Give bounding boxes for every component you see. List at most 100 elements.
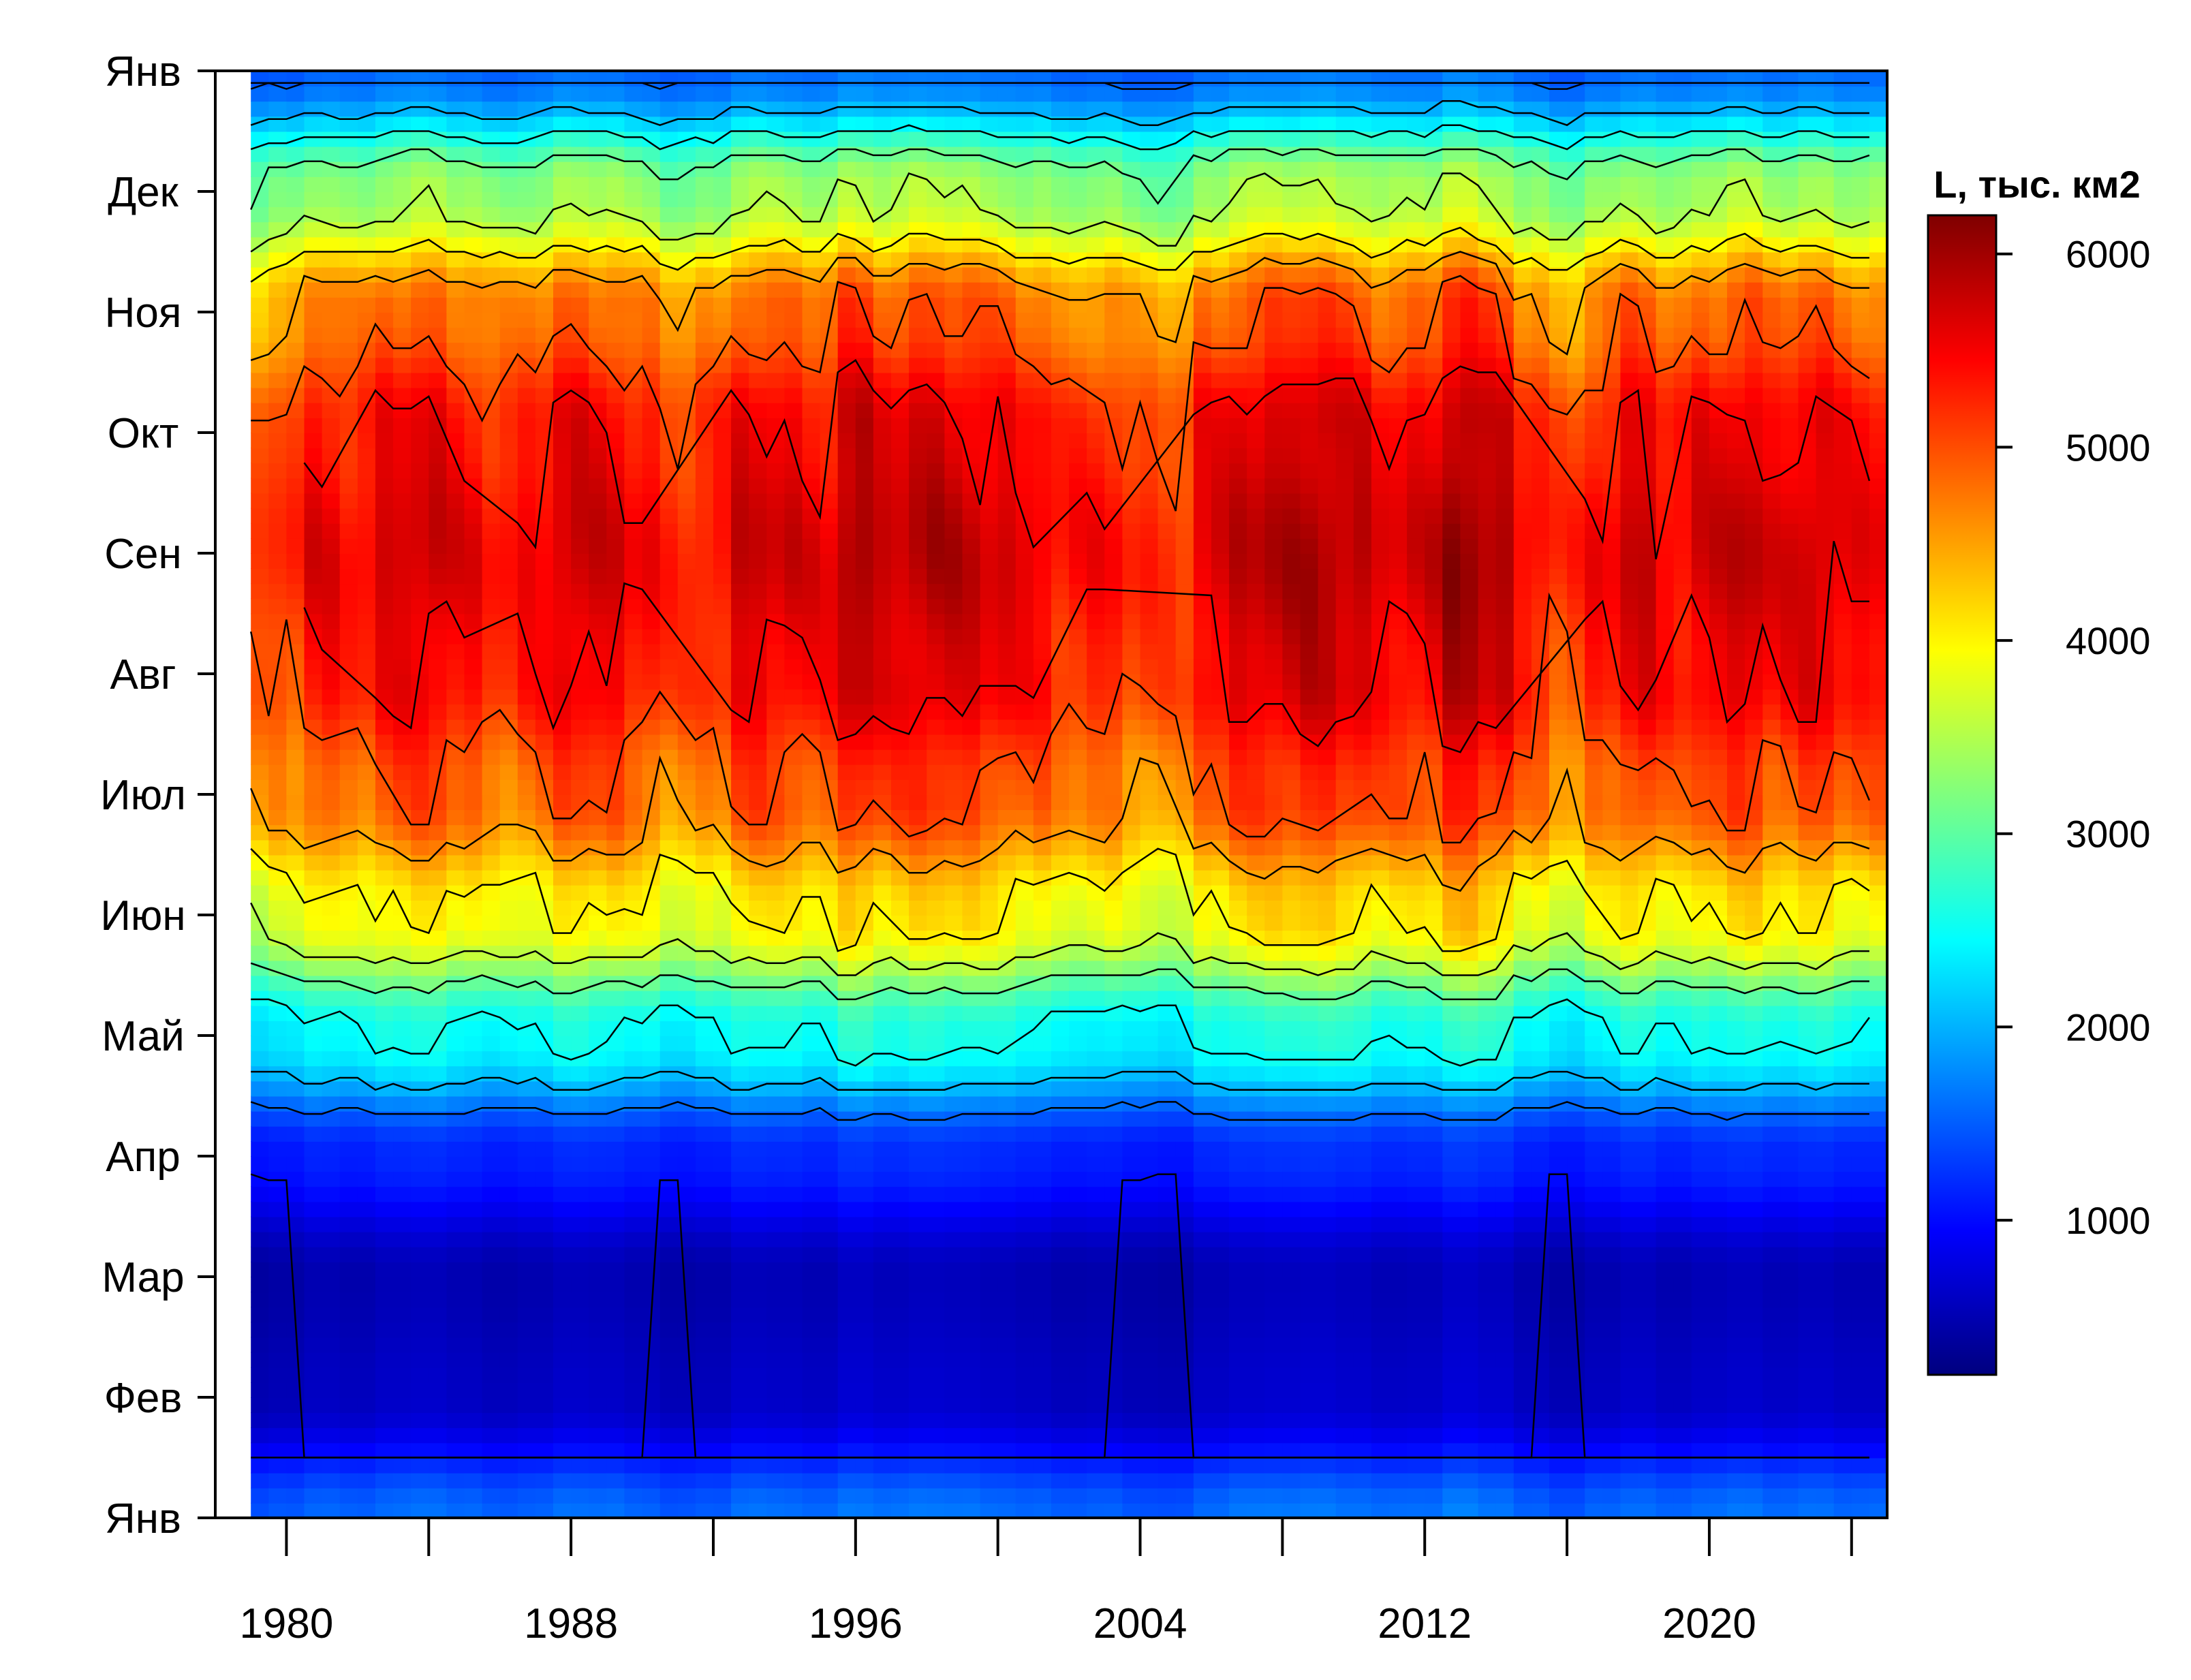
heatmap-cell [713, 674, 732, 690]
heatmap-cell [642, 1442, 661, 1459]
heatmap-cell [322, 1156, 341, 1172]
heatmap-cell [589, 448, 608, 464]
heatmap-cell [375, 101, 394, 117]
heatmap-cell [304, 809, 323, 826]
heatmap-cell [517, 523, 536, 539]
heatmap-cell [980, 1125, 999, 1142]
heatmap-cell [713, 312, 732, 328]
heatmap-cell [499, 236, 518, 253]
heatmap-cell [837, 809, 856, 826]
heatmap-cell [962, 930, 981, 946]
heatmap-cell [624, 86, 643, 102]
heatmap-cell [766, 327, 786, 343]
heatmap-cell [837, 1065, 856, 1082]
heatmap-cell [980, 553, 999, 570]
heatmap-cell [980, 960, 999, 976]
heatmap-cell [642, 266, 661, 283]
heatmap-cell [482, 1246, 501, 1262]
heatmap-cell [446, 146, 465, 162]
heatmap-cell [855, 1020, 874, 1036]
heatmap-cell [1104, 402, 1123, 418]
heatmap-cell [553, 1140, 572, 1157]
heatmap-cell [482, 1292, 501, 1308]
heatmap-cell [464, 523, 483, 539]
heatmap-cell [304, 1382, 323, 1398]
heatmap-cell [944, 704, 963, 720]
heatmap-cell [517, 628, 536, 644]
heatmap-cell [499, 1020, 518, 1036]
heatmap-cell [695, 794, 714, 811]
heatmap-cell [997, 719, 1016, 735]
heatmap-cell [909, 1307, 928, 1323]
heatmap-cell [749, 236, 768, 253]
heatmap-cell [535, 448, 554, 464]
heatmap-cell [837, 538, 856, 554]
heatmap-cell [837, 1502, 856, 1519]
heatmap-cell [1051, 779, 1070, 795]
heatmap-cell [820, 658, 839, 674]
heatmap-cell [268, 161, 288, 177]
heatmap-cell [357, 191, 376, 208]
heatmap-cell [677, 1051, 696, 1067]
heatmap-cell [1140, 387, 1159, 403]
heatmap-cell [1122, 86, 1141, 102]
heatmap-cell [731, 71, 750, 87]
heatmap-cell [927, 975, 946, 991]
heatmap-cell [499, 704, 518, 720]
heatmap-cell [802, 899, 821, 916]
heatmap-cell [251, 1427, 270, 1444]
heatmap-cell [1122, 794, 1141, 811]
heatmap-cell [944, 824, 963, 841]
heatmap-cell [1015, 613, 1034, 629]
heatmap-cell [1140, 493, 1159, 509]
heatmap-cell [855, 1277, 874, 1293]
heatmap-cell [482, 266, 501, 283]
heatmap-cell [517, 1005, 536, 1021]
heatmap-cell [1033, 990, 1052, 1006]
heatmap-cell [927, 433, 946, 449]
heatmap-cell [375, 1307, 394, 1323]
heatmap-cell [962, 674, 981, 690]
heatmap-cell [553, 1307, 572, 1323]
heatmap-cell [464, 448, 483, 464]
heatmap-cell [393, 1171, 412, 1187]
heatmap-cell [997, 628, 1016, 644]
heatmap-cell [517, 372, 536, 388]
heatmap-cell [339, 1171, 358, 1187]
heatmap-cell [589, 1216, 608, 1232]
heatmap-cell [944, 1171, 963, 1187]
heatmap-cell [642, 312, 661, 328]
heatmap-cell [535, 523, 554, 539]
heatmap-cell [820, 402, 839, 418]
heatmap-cell [891, 1352, 910, 1368]
heatmap-cell [304, 1352, 323, 1368]
heatmap-cell [517, 764, 536, 780]
heatmap-cell [695, 1337, 714, 1353]
heatmap-cell [1104, 266, 1123, 283]
heatmap-cell [927, 1382, 946, 1398]
heatmap-cell [909, 899, 928, 916]
heatmap-cell [962, 1201, 981, 1217]
heatmap-cell [589, 101, 608, 117]
heatmap-cell [482, 176, 501, 192]
heatmap-cell [624, 116, 643, 132]
heatmap-cell [1157, 1412, 1177, 1429]
heatmap-cell [731, 433, 750, 449]
heatmap-cell [731, 960, 750, 976]
heatmap-cell [339, 1005, 358, 1021]
heatmap-cell [1122, 553, 1141, 570]
heatmap-cell [642, 176, 661, 192]
heatmap-cell [499, 1036, 518, 1052]
heatmap-cell [339, 1246, 358, 1262]
heatmap-cell [571, 191, 590, 208]
heatmap-cell [429, 508, 448, 524]
heatmap-cell [517, 251, 536, 268]
heatmap-cell [429, 1337, 448, 1353]
heatmap-cell [589, 1065, 608, 1082]
heatmap-cell [357, 1216, 376, 1232]
heatmap-cell [1140, 251, 1159, 268]
heatmap-cell [1087, 1140, 1106, 1157]
heatmap-cell [677, 749, 696, 765]
heatmap-cell [873, 1382, 892, 1398]
heatmap-cell [411, 463, 430, 479]
